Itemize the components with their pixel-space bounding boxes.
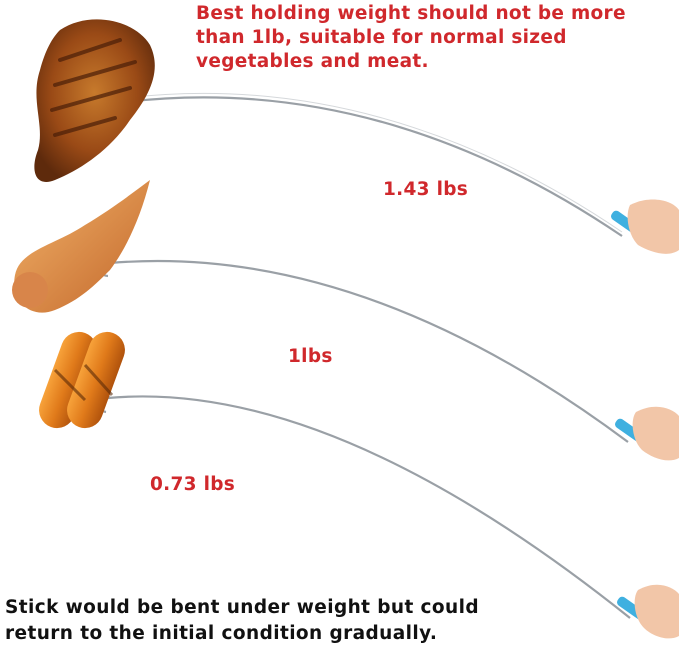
footnote-line: return to the initial condition graduall… bbox=[5, 623, 438, 644]
skewer-2 bbox=[96, 258, 629, 443]
footnote-line: Stick would be bent under weight but cou… bbox=[5, 597, 479, 618]
sausages-image bbox=[39, 331, 125, 429]
chicken-wing-image bbox=[12, 180, 150, 313]
hand-3 bbox=[617, 584, 679, 639]
headline-line: Best holding weight should not be more bbox=[196, 3, 626, 24]
skewer-3 bbox=[96, 393, 631, 619]
weight-label: 0.73 lbs bbox=[150, 474, 236, 495]
weight-label: 1.43 lbs bbox=[383, 179, 469, 200]
hand-1 bbox=[611, 199, 679, 254]
steak-image bbox=[34, 19, 155, 182]
weight-label: 1lbs bbox=[288, 346, 333, 367]
hand-2 bbox=[615, 406, 679, 461]
footnote: Stick would be bent under weight but cou… bbox=[5, 595, 565, 647]
headline: Best holding weight should not be more t… bbox=[196, 2, 676, 74]
headline-line: vegetables and meat. bbox=[196, 51, 429, 72]
skewer-1 bbox=[109, 92, 623, 237]
headline-line: than 1lb, suitable for normal sized bbox=[196, 27, 567, 48]
